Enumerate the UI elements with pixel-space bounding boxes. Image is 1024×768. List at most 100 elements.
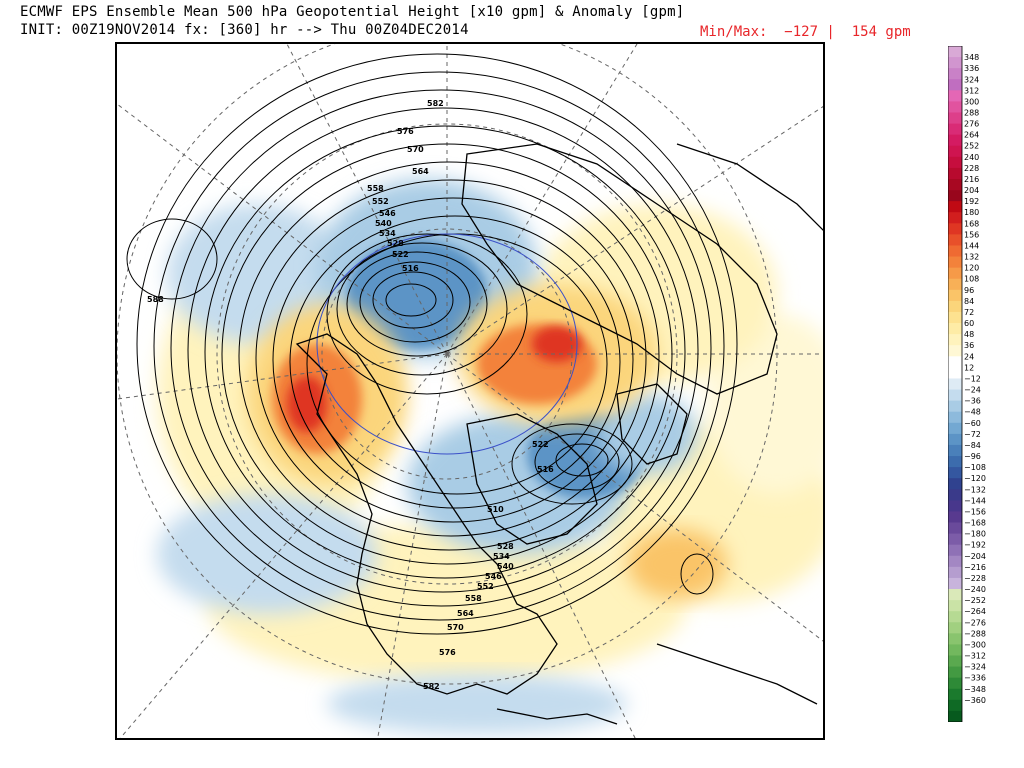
colorbar-swatch: [948, 378, 962, 390]
contour-label: 528: [387, 239, 404, 248]
contour-label: 534: [493, 552, 510, 561]
colorbar-label: 324: [964, 75, 979, 84]
contour-label: 558: [465, 594, 482, 603]
colorbar-swatch: [948, 101, 962, 113]
colorbar-swatch: [948, 644, 962, 656]
contour-label: 570: [447, 623, 464, 632]
colorbar-swatch: [948, 190, 962, 202]
contour-label: 546: [379, 209, 396, 218]
colorbar-swatch: [948, 345, 962, 357]
colorbar-label: 204: [964, 186, 979, 195]
colorbar-swatch: [948, 245, 962, 257]
height-contours: [126, 53, 738, 635]
colorbar-swatch: [948, 467, 962, 479]
colorbar-label: −324: [964, 663, 986, 672]
colorbar-label: 300: [964, 97, 979, 106]
colorbar-swatch: [948, 511, 962, 523]
greenland-coast: [616, 383, 688, 465]
colorbar-swatch: [948, 278, 962, 291]
colorbar-label: 48: [964, 330, 974, 339]
colorbar-swatch: [948, 334, 962, 346]
contour-label: 522: [532, 440, 549, 449]
colorbar-label: 336: [964, 64, 979, 73]
colorbar-swatch: [948, 323, 962, 335]
colorbar-label: −24: [964, 386, 981, 395]
contour-label: 558: [367, 184, 384, 193]
colorbar-swatch: [948, 79, 962, 91]
contour-label: 552: [372, 197, 389, 206]
colorbar-label: −144: [964, 496, 986, 505]
anomaly-negative-pole-core: [347, 239, 487, 349]
contour-label: 564: [412, 167, 429, 176]
anomaly-colorbar: 348 336 324 312 300 288 276 264 252 240 228 216 204 1…: [948, 46, 986, 722]
colorbar-label: −312: [964, 652, 986, 661]
colorbar-swatch: [948, 433, 962, 446]
colorbar-swatch: [948, 145, 962, 158]
anomaly-negative-greenland: [597, 394, 697, 474]
colorbar-swatch: [948, 666, 962, 679]
colorbar-swatch: [948, 555, 962, 568]
colorbar-swatch: [948, 112, 962, 124]
colorbar-swatch: [948, 611, 962, 623]
colorbar-label: −156: [964, 507, 986, 516]
colorbar-swatch: [948, 489, 962, 501]
colorbar-label: 264: [964, 131, 979, 140]
colorbar-label: −228: [964, 574, 986, 583]
colorbar-label: 24: [964, 352, 974, 361]
colorbar-swatch: [948, 589, 962, 601]
min-max-readout: Min/Max: −127 | 154 gpm: [700, 24, 911, 40]
contour-label: 582: [427, 99, 444, 108]
colorbar-swatch: [948, 123, 962, 136]
colorbar-label: 36: [964, 341, 974, 350]
chart-title: ECMWF EPS Ensemble Mean 500 hPa Geopoten…: [20, 4, 685, 20]
colorbar-label: −48: [964, 408, 981, 417]
colorbar-swatch: [948, 389, 962, 402]
colorbar-label: 12: [964, 363, 974, 372]
contour-label: 540: [497, 562, 514, 571]
colorbar-swatch: [948, 156, 962, 169]
north-america-coast: [295, 333, 558, 695]
colorbar-swatch: [948, 400, 962, 413]
anomaly-positive-alaska-core: [287, 376, 327, 432]
colorbar-swatch: [948, 688, 962, 701]
contour-label: 510: [487, 505, 504, 514]
colorbar-label: 72: [964, 308, 974, 317]
colorbar-swatch: [948, 710, 962, 722]
colorbar-swatch: [948, 478, 962, 490]
colorbar-label: −300: [964, 640, 986, 649]
contour-label: 516: [537, 465, 554, 474]
map-panel: 582 576 570 564 558 552 546 540 534 528 …: [115, 42, 825, 740]
colorbar-label: −204: [964, 552, 986, 561]
colorbar-label: −12: [964, 374, 981, 383]
colorbar-label: −84: [964, 441, 981, 450]
colorbar-label: −288: [964, 629, 986, 638]
colorbar-label: −348: [964, 685, 986, 694]
colorbar-swatch: [948, 356, 962, 368]
colorbar-swatch: [948, 411, 962, 424]
graticule: [117, 44, 823, 738]
colorbar-swatch: [948, 223, 962, 235]
colorbar-swatch: [948, 444, 962, 457]
colorbar-swatch: [948, 134, 962, 147]
polar-map: 582 576 570 564 558 552 546 540 534 528 …: [117, 44, 823, 738]
colorbar-label: 156: [964, 230, 979, 239]
colorbar-swatch: [948, 577, 962, 590]
colorbar-swatch: [948, 533, 962, 546]
colorbar-swatch: [948, 655, 962, 667]
contour-label: 570: [407, 145, 424, 154]
colorbar-label: −192: [964, 541, 986, 550]
colorbar-swatch: [948, 300, 962, 313]
anomaly-positive-atlantic-core: [627, 529, 727, 599]
colorbar-label: −180: [964, 530, 986, 539]
asia-coast-north: [676, 143, 823, 231]
contour-label: 528: [497, 542, 514, 551]
coastlines: [295, 143, 823, 725]
contour-label: 522: [392, 250, 409, 259]
colorbar-swatch: [948, 699, 962, 712]
colorbar-label: 84: [964, 297, 974, 306]
colorbar-swatch: [948, 566, 962, 579]
colorbar-swatch: [948, 289, 962, 302]
colorbar-label: −132: [964, 485, 986, 494]
colorbar-label: 132: [964, 253, 979, 262]
colorbar-label: −336: [964, 674, 986, 683]
